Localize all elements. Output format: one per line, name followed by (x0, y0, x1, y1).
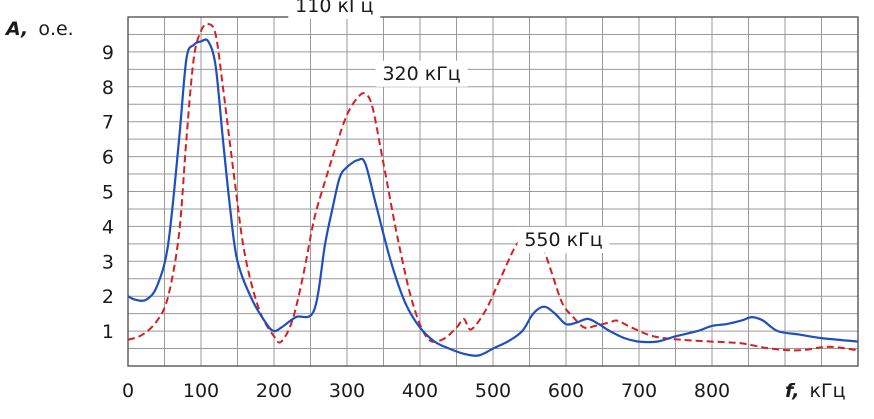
annotation-bg (288, 0, 381, 19)
x-tick-label: 400 (402, 380, 438, 402)
series-lines (127, 22, 859, 357)
y-tick-label: 1 (102, 321, 114, 343)
y-tick-label: 3 (102, 251, 114, 273)
peak-annotation-label: 110 кГц (295, 0, 373, 17)
peak-annotation-label: 550 кГц (524, 229, 602, 251)
x-tick-label: 0 (122, 380, 134, 402)
plot-frame (127, 16, 859, 367)
x-tick-label: 100 (183, 380, 219, 402)
x-axis-symbol: f, (785, 380, 799, 402)
series-line-dashed (127, 22, 859, 352)
y-tick-label: 2 (102, 286, 114, 308)
peak-annotation-label: 320 кГц (382, 63, 460, 85)
peak-annotations: 110 кГц 320 кГц 550 кГц (288, 0, 610, 253)
y-axis-label: A, о.е. (4, 18, 74, 40)
annotation-bg (517, 226, 610, 253)
x-tick-label: 300 (329, 380, 365, 402)
y-axis-symbol: A, (4, 18, 28, 40)
x-tick-label: 600 (548, 380, 584, 402)
x-tick-label: 700 (621, 380, 657, 402)
y-tick-label: 9 (102, 42, 114, 64)
x-axis-unit: кГц (810, 380, 846, 402)
series-line-solid (127, 38, 859, 357)
grid-lines (128, 17, 858, 366)
y-tick-label: 8 (102, 77, 114, 99)
x-axis-label: f, кГц (785, 380, 846, 402)
y-tick-label: 6 (102, 147, 114, 169)
annotation-bg (375, 60, 468, 87)
x-axis-label-bg (778, 372, 872, 406)
x-tick-label: 200 (256, 380, 292, 402)
tick-labels: 0 100 200 300 400 500 600 700 800 1 2 3 4 5 6 7 8 9 (102, 42, 730, 402)
x-tick-label: 500 (475, 380, 511, 402)
y-tick-label: 4 (102, 216, 114, 238)
y-tick-label: 5 (102, 182, 114, 204)
y-tick-label: 7 (102, 112, 114, 134)
y-axis-unit: о.е. (38, 18, 73, 40)
x-tick-label: 800 (694, 380, 730, 402)
